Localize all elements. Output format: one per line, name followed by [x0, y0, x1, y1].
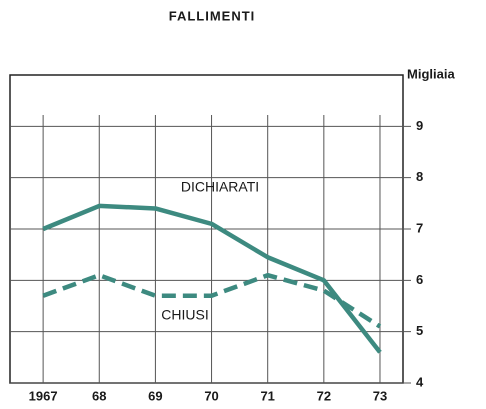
x-tick-label: 72 [317, 388, 331, 403]
series-label: DICHIARATI [181, 179, 259, 195]
x-tick-label: 68 [92, 388, 106, 403]
x-tick-label: 71 [260, 388, 274, 403]
y-tick-label: 6 [416, 272, 423, 287]
y-tick-label: 5 [416, 323, 423, 338]
y-tick-label: 4 [416, 374, 424, 389]
y-tick-label: 7 [416, 220, 423, 235]
series-label: CHIUSI [161, 307, 208, 323]
series-line [42, 203, 382, 354]
y-tick-label: 8 [416, 169, 423, 184]
series-line [42, 272, 382, 329]
x-tick-label: 73 [373, 388, 387, 403]
x-tick-label: 70 [204, 388, 218, 403]
chart-title: FALLIMENTI [169, 8, 256, 23]
y-tick-label: 9 [416, 118, 423, 133]
x-tick-label: 1967 [29, 388, 58, 403]
x-tick-label: 69 [148, 388, 162, 403]
y-axis-label: Migliaia [407, 66, 455, 81]
